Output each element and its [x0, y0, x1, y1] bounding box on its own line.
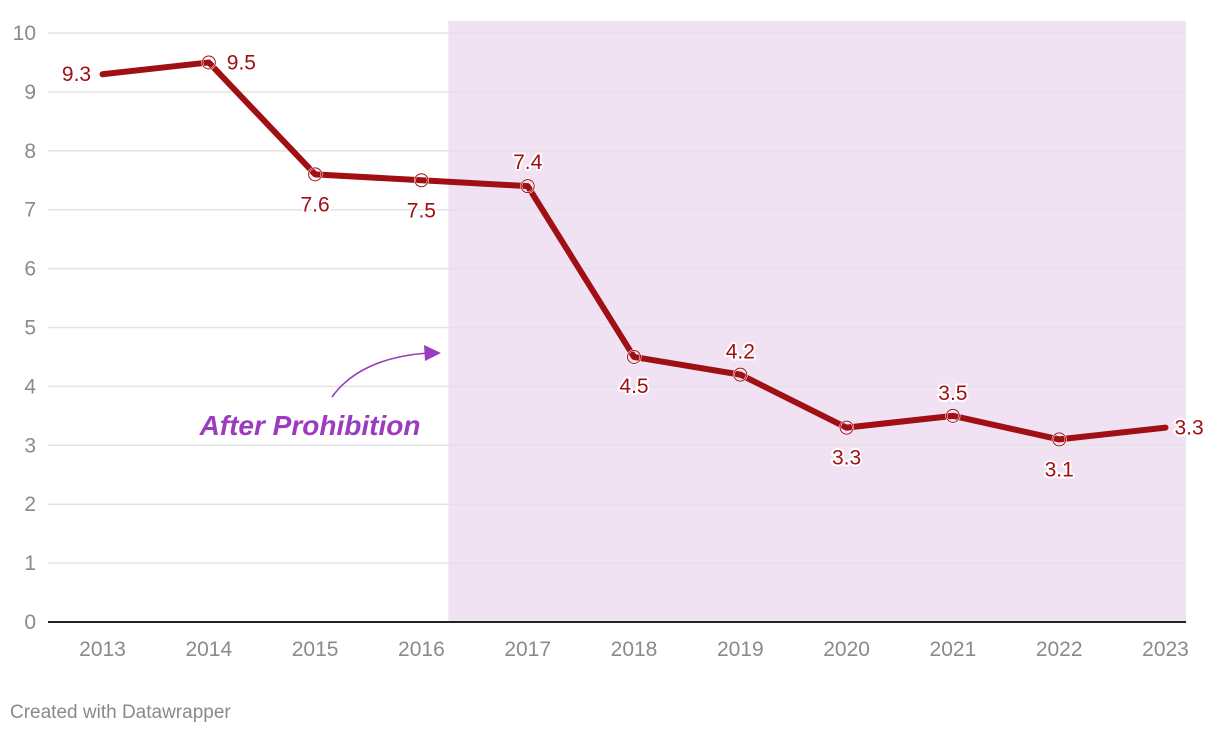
data-label: 3.5: [938, 382, 967, 405]
data-point: [201, 55, 216, 70]
x-tick-label: 2022: [1036, 638, 1083, 661]
x-tick-label: 2017: [504, 638, 551, 661]
data-label: 9.5: [227, 51, 256, 74]
y-tick-label: 9: [24, 81, 36, 104]
data-point: [945, 408, 960, 423]
x-tick-label: 2013: [79, 638, 126, 661]
series-line: [99, 59, 1169, 443]
data-label: 3.1: [1045, 458, 1074, 481]
y-tick-label: 8: [24, 140, 36, 163]
data-point: [520, 179, 535, 194]
x-tick-label: 2018: [611, 638, 658, 661]
y-tick-label: 1: [24, 552, 36, 575]
data-label: 9.3: [62, 63, 91, 86]
data-point: [308, 167, 323, 182]
data-point: [839, 420, 854, 435]
prohibition-highlight-region: [448, 21, 1186, 622]
y-axis-ticks: 0 1 2 3 4 5 6 7 8 9 10: [13, 22, 37, 634]
y-tick-label: 3: [24, 434, 36, 457]
data-point: [414, 173, 429, 188]
data-labels: 9.3 9.5 7.6 7.5 7.4 4.5 4.2 3.3 3.5 3.1 3.3: [60, 49, 1206, 483]
y-tick-label: 4: [24, 375, 36, 398]
x-tick-label: 2014: [185, 638, 232, 661]
y-tick-label: 5: [24, 317, 36, 340]
x-tick-label: 2023: [1142, 638, 1189, 661]
annotation-arrowhead: [424, 345, 441, 361]
data-point: [1052, 432, 1067, 447]
data-label: 4.2: [726, 341, 755, 364]
y-tick-label: 2: [24, 493, 36, 516]
footer-credit: Created with Datawrapper: [10, 702, 231, 723]
data-point: [733, 367, 748, 382]
x-tick-label: 2015: [292, 638, 339, 661]
x-axis-ticks: 2013 2014 2015 2016 2017 2018 2019 2020 2021 2022…: [79, 638, 1189, 661]
data-label: 3.3: [1175, 417, 1204, 440]
y-tick-label: 6: [24, 258, 36, 281]
x-tick-label: 2019: [717, 638, 764, 661]
data-label: 4.5: [619, 375, 648, 398]
annotation-after-prohibition: After Prohibition: [199, 410, 421, 441]
data-point: [627, 349, 641, 364]
data-label: 7.5: [407, 199, 436, 222]
data-label: 3.3: [832, 447, 861, 470]
data-points: [201, 54, 1067, 447]
x-tick-label: 2021: [930, 638, 977, 661]
y-tick-label: 7: [24, 199, 36, 222]
data-label: 7.6: [300, 193, 329, 216]
data-label: 7.4: [513, 151, 543, 174]
y-tick-label: 10: [13, 22, 36, 45]
annotation-arrow: [331, 352, 429, 398]
y-tick-label: 0: [24, 611, 36, 634]
x-tick-label: 2016: [398, 638, 445, 661]
x-tick-label: 2020: [823, 638, 870, 661]
